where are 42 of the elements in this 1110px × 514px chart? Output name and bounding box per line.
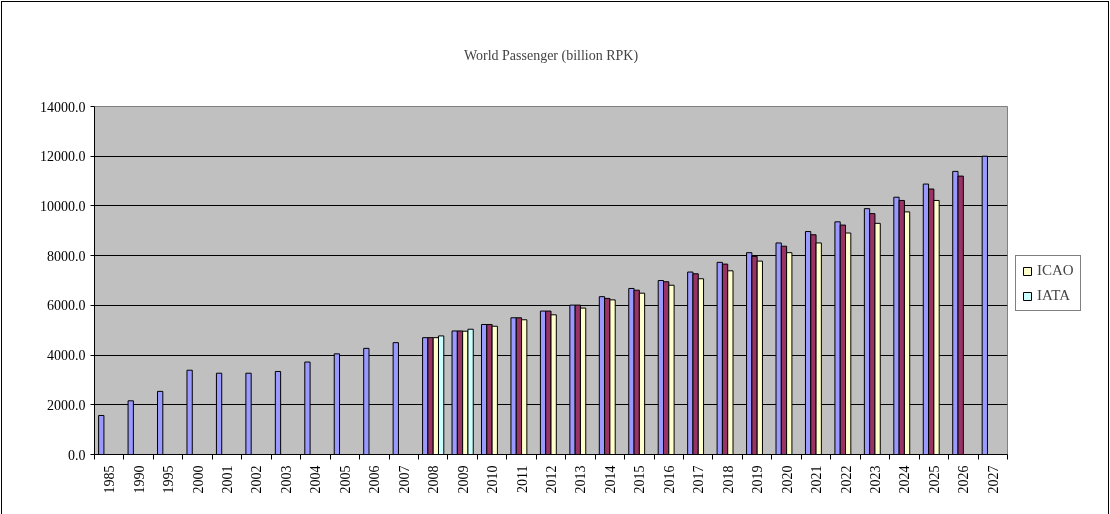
- x-tick-label: 2010: [485, 465, 501, 494]
- x-tick-label: 2006: [367, 465, 383, 494]
- x-tick-label: 2017: [691, 465, 707, 494]
- x-tick-label: 2014: [602, 465, 618, 494]
- x-tick-label: 2009: [455, 465, 471, 494]
- x-tick-label: 2027: [985, 465, 1001, 494]
- x-tick-label: 1985: [102, 465, 118, 494]
- x-tick-label: 2021: [809, 465, 825, 494]
- y-tick-label: 8000.0: [47, 248, 86, 264]
- x-tick-label: 2023: [867, 465, 883, 494]
- x-tick-label: 2000: [190, 465, 206, 494]
- y-tick-label: 10000.0: [40, 198, 86, 214]
- y-tick-label: 14000.0: [40, 99, 86, 115]
- legend-label: IATA: [1037, 287, 1070, 304]
- x-tick-label: 2026: [956, 465, 972, 494]
- x-tick-label: 2008: [426, 465, 442, 494]
- x-tick-label: 2003: [278, 465, 294, 494]
- x-tick-label: 2013: [573, 465, 589, 494]
- x-tick-label: 2024: [897, 465, 913, 494]
- x-tick-label: 2020: [779, 465, 795, 494]
- y-tick-label: 6000.0: [47, 298, 86, 314]
- x-tick-label: 2007: [396, 465, 412, 494]
- x-tick-label: 1995: [161, 465, 177, 494]
- x-tick-label: 2016: [661, 465, 677, 494]
- x-tick-label: 2001: [220, 465, 236, 494]
- chart-title: World Passenger (billion RPK): [463, 48, 639, 64]
- x-tick-label: 1990: [131, 465, 147, 494]
- x-tick-label: 2012: [544, 465, 559, 494]
- x-tick-label: 2025: [926, 465, 942, 494]
- x-tick-label: 2019: [750, 465, 766, 494]
- y-tick-label: 4000.0: [47, 348, 86, 364]
- y-tick-label: 2000.0: [47, 397, 86, 413]
- x-tick-label: 2011: [514, 465, 530, 493]
- x-tick-label: 2018: [720, 465, 736, 494]
- y-tick-label: 0.0: [68, 447, 86, 463]
- x-tick-label: 2002: [249, 465, 265, 494]
- legend-label: ICAO: [1037, 262, 1074, 279]
- x-tick-label: 2015: [632, 465, 648, 494]
- x-tick-label: 2022: [838, 465, 854, 494]
- x-tick-label: 2005: [337, 465, 353, 494]
- y-tick-label: 12000.0: [40, 149, 86, 165]
- x-tick-label: 2004: [308, 465, 324, 494]
